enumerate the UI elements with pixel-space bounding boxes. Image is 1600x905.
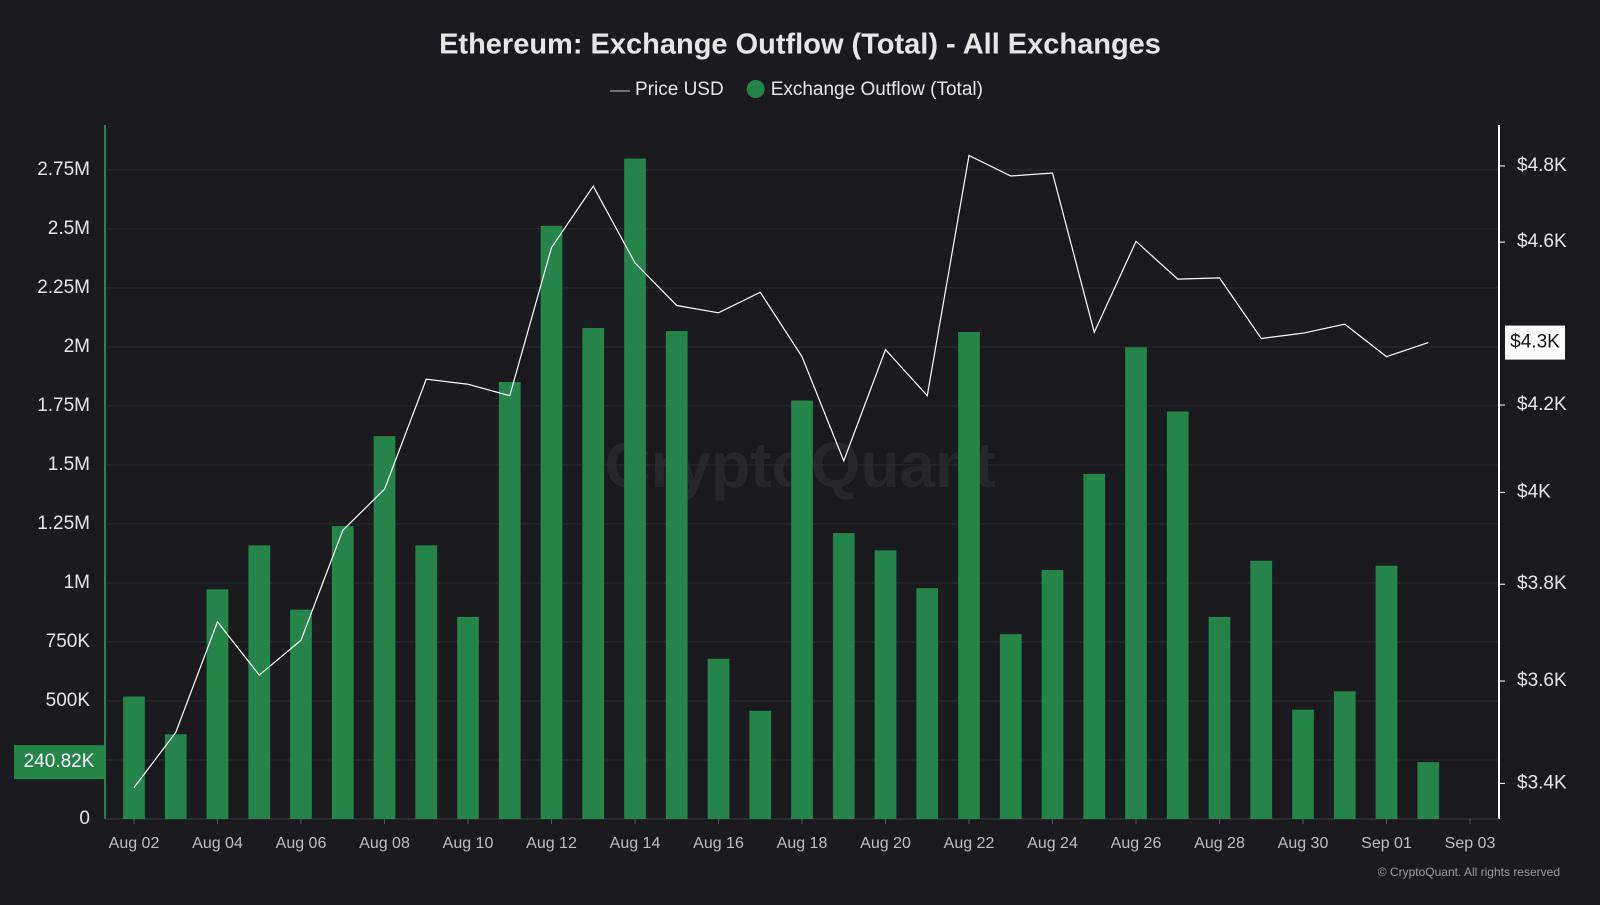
x-tick-label: Aug 04 — [192, 835, 243, 852]
bar — [582, 328, 605, 819]
bar — [791, 400, 813, 819]
bar — [665, 331, 688, 819]
y-tick-label: 0 — [79, 808, 90, 829]
x-tick-label: Aug 18 — [777, 835, 828, 852]
bar — [1250, 560, 1273, 819]
y2-tick-label: $4K — [1517, 481, 1551, 502]
x-tick-label: Aug 02 — [109, 835, 160, 852]
bar — [874, 550, 897, 819]
value-badge-label: $4.3K — [1510, 332, 1560, 353]
bar — [123, 696, 145, 819]
y2-tick-label: $4.2K — [1517, 394, 1567, 415]
bar — [958, 332, 980, 819]
bar — [1292, 709, 1314, 819]
bar — [1375, 565, 1398, 819]
y-tick-label: 1M — [64, 572, 90, 593]
value-badge — [14, 745, 105, 780]
x-tick-label: Aug 14 — [610, 835, 661, 852]
x-tick-label: Aug 08 — [359, 835, 410, 852]
value-badge — [1505, 325, 1565, 360]
x-tick-label: Aug 22 — [944, 835, 995, 852]
x-tick-label: Aug 24 — [1027, 835, 1078, 852]
bar — [373, 436, 396, 819]
bar — [832, 533, 855, 819]
x-tick-label: Aug 12 — [526, 835, 577, 852]
bar — [248, 545, 271, 819]
y-tick-label: 2M — [64, 336, 90, 357]
y2-tick-label: $3.6K — [1517, 670, 1567, 691]
copyright: © CryptoQuant. All rights reserved — [1378, 865, 1560, 879]
bar — [1083, 473, 1106, 819]
y-tick-label: 1.75M — [37, 395, 90, 416]
y-tick-label: 1.25M — [37, 513, 90, 534]
bar — [749, 710, 772, 819]
bar — [1125, 347, 1147, 819]
x-tick-label: Aug 16 — [693, 835, 744, 852]
x-tick-label: Sep 03 — [1445, 835, 1496, 852]
bar — [1208, 616, 1231, 819]
legend-label: Exchange Outflow (Total) — [771, 79, 983, 100]
x-tick-label: Sep 01 — [1361, 835, 1412, 852]
bar — [1041, 569, 1064, 819]
legend-label: Price USD — [635, 79, 724, 100]
x-tick-label: Aug 06 — [276, 835, 327, 852]
y2-tick-label: $3.4K — [1517, 772, 1567, 793]
bar — [624, 158, 646, 820]
value-badge-label: 240.82K — [24, 751, 95, 772]
bar — [206, 589, 229, 819]
bar — [1166, 411, 1189, 819]
x-tick-label: Aug 20 — [860, 835, 911, 852]
y-tick-label: 1.5M — [48, 454, 90, 475]
bar — [707, 658, 730, 819]
x-tick-label: Aug 26 — [1111, 835, 1162, 852]
x-tick-label: Aug 28 — [1194, 835, 1245, 852]
bar — [457, 616, 479, 819]
bar — [1333, 691, 1356, 819]
price-line — [133, 154, 1429, 788]
bar — [164, 734, 187, 819]
bar — [1417, 762, 1440, 819]
bar — [540, 225, 563, 820]
y-tick-label: 2.75M — [37, 159, 90, 180]
x-tick-label: Aug 30 — [1278, 835, 1329, 852]
bar — [290, 609, 312, 819]
y2-tick-label: $4.8K — [1517, 155, 1567, 176]
y-tick-label: 2.5M — [48, 218, 90, 239]
y2-tick-label: $3.8K — [1517, 573, 1567, 594]
legend: Price USD Exchange Outflow (Total) — [610, 79, 983, 100]
legend-swatch — [746, 80, 765, 98]
bar — [498, 382, 521, 819]
bar — [916, 588, 939, 819]
bar — [999, 634, 1022, 819]
y2-tick-label: $4.6K — [1517, 231, 1567, 252]
chart-title: Ethereum: Exchange Outflow (Total) - All… — [439, 29, 1161, 61]
y-tick-label: 750K — [46, 631, 91, 652]
y-tick-label: 500K — [46, 690, 91, 711]
y-tick-label: 2.25M — [37, 277, 90, 298]
x-tick-label: Aug 10 — [443, 835, 494, 852]
bar — [331, 526, 354, 819]
bar — [415, 545, 438, 819]
